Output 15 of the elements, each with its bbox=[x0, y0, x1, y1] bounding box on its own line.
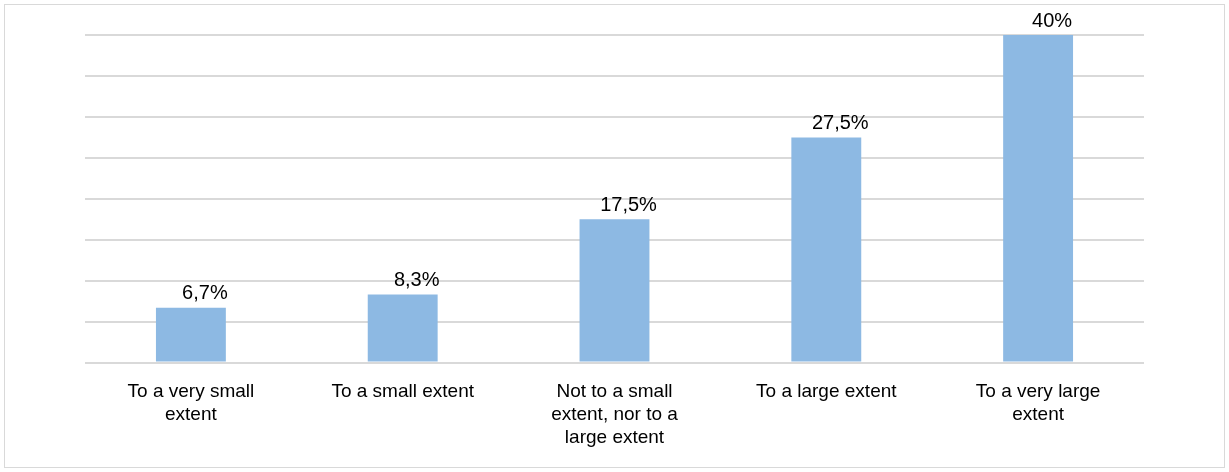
data-label: 17,5% bbox=[600, 192, 658, 215]
x-tick-label: To a small extent bbox=[331, 380, 475, 402]
bar bbox=[367, 294, 438, 362]
data-label: 6,7% bbox=[182, 281, 228, 304]
bar bbox=[579, 219, 650, 362]
x-tick-label: To a very large extent bbox=[975, 380, 1101, 425]
bar bbox=[1003, 35, 1074, 362]
x-tick-label: Not to a small extent, nor to a large extent bbox=[551, 380, 679, 447]
bar bbox=[791, 137, 862, 362]
data-label: 40% bbox=[1032, 8, 1073, 31]
bar bbox=[155, 307, 226, 362]
data-label: 8,3% bbox=[393, 268, 440, 291]
x-tick-label: To a very small extent bbox=[127, 380, 255, 425]
x-tick-label: To a large extent bbox=[756, 380, 898, 402]
data-label: 27,5% bbox=[811, 110, 869, 133]
